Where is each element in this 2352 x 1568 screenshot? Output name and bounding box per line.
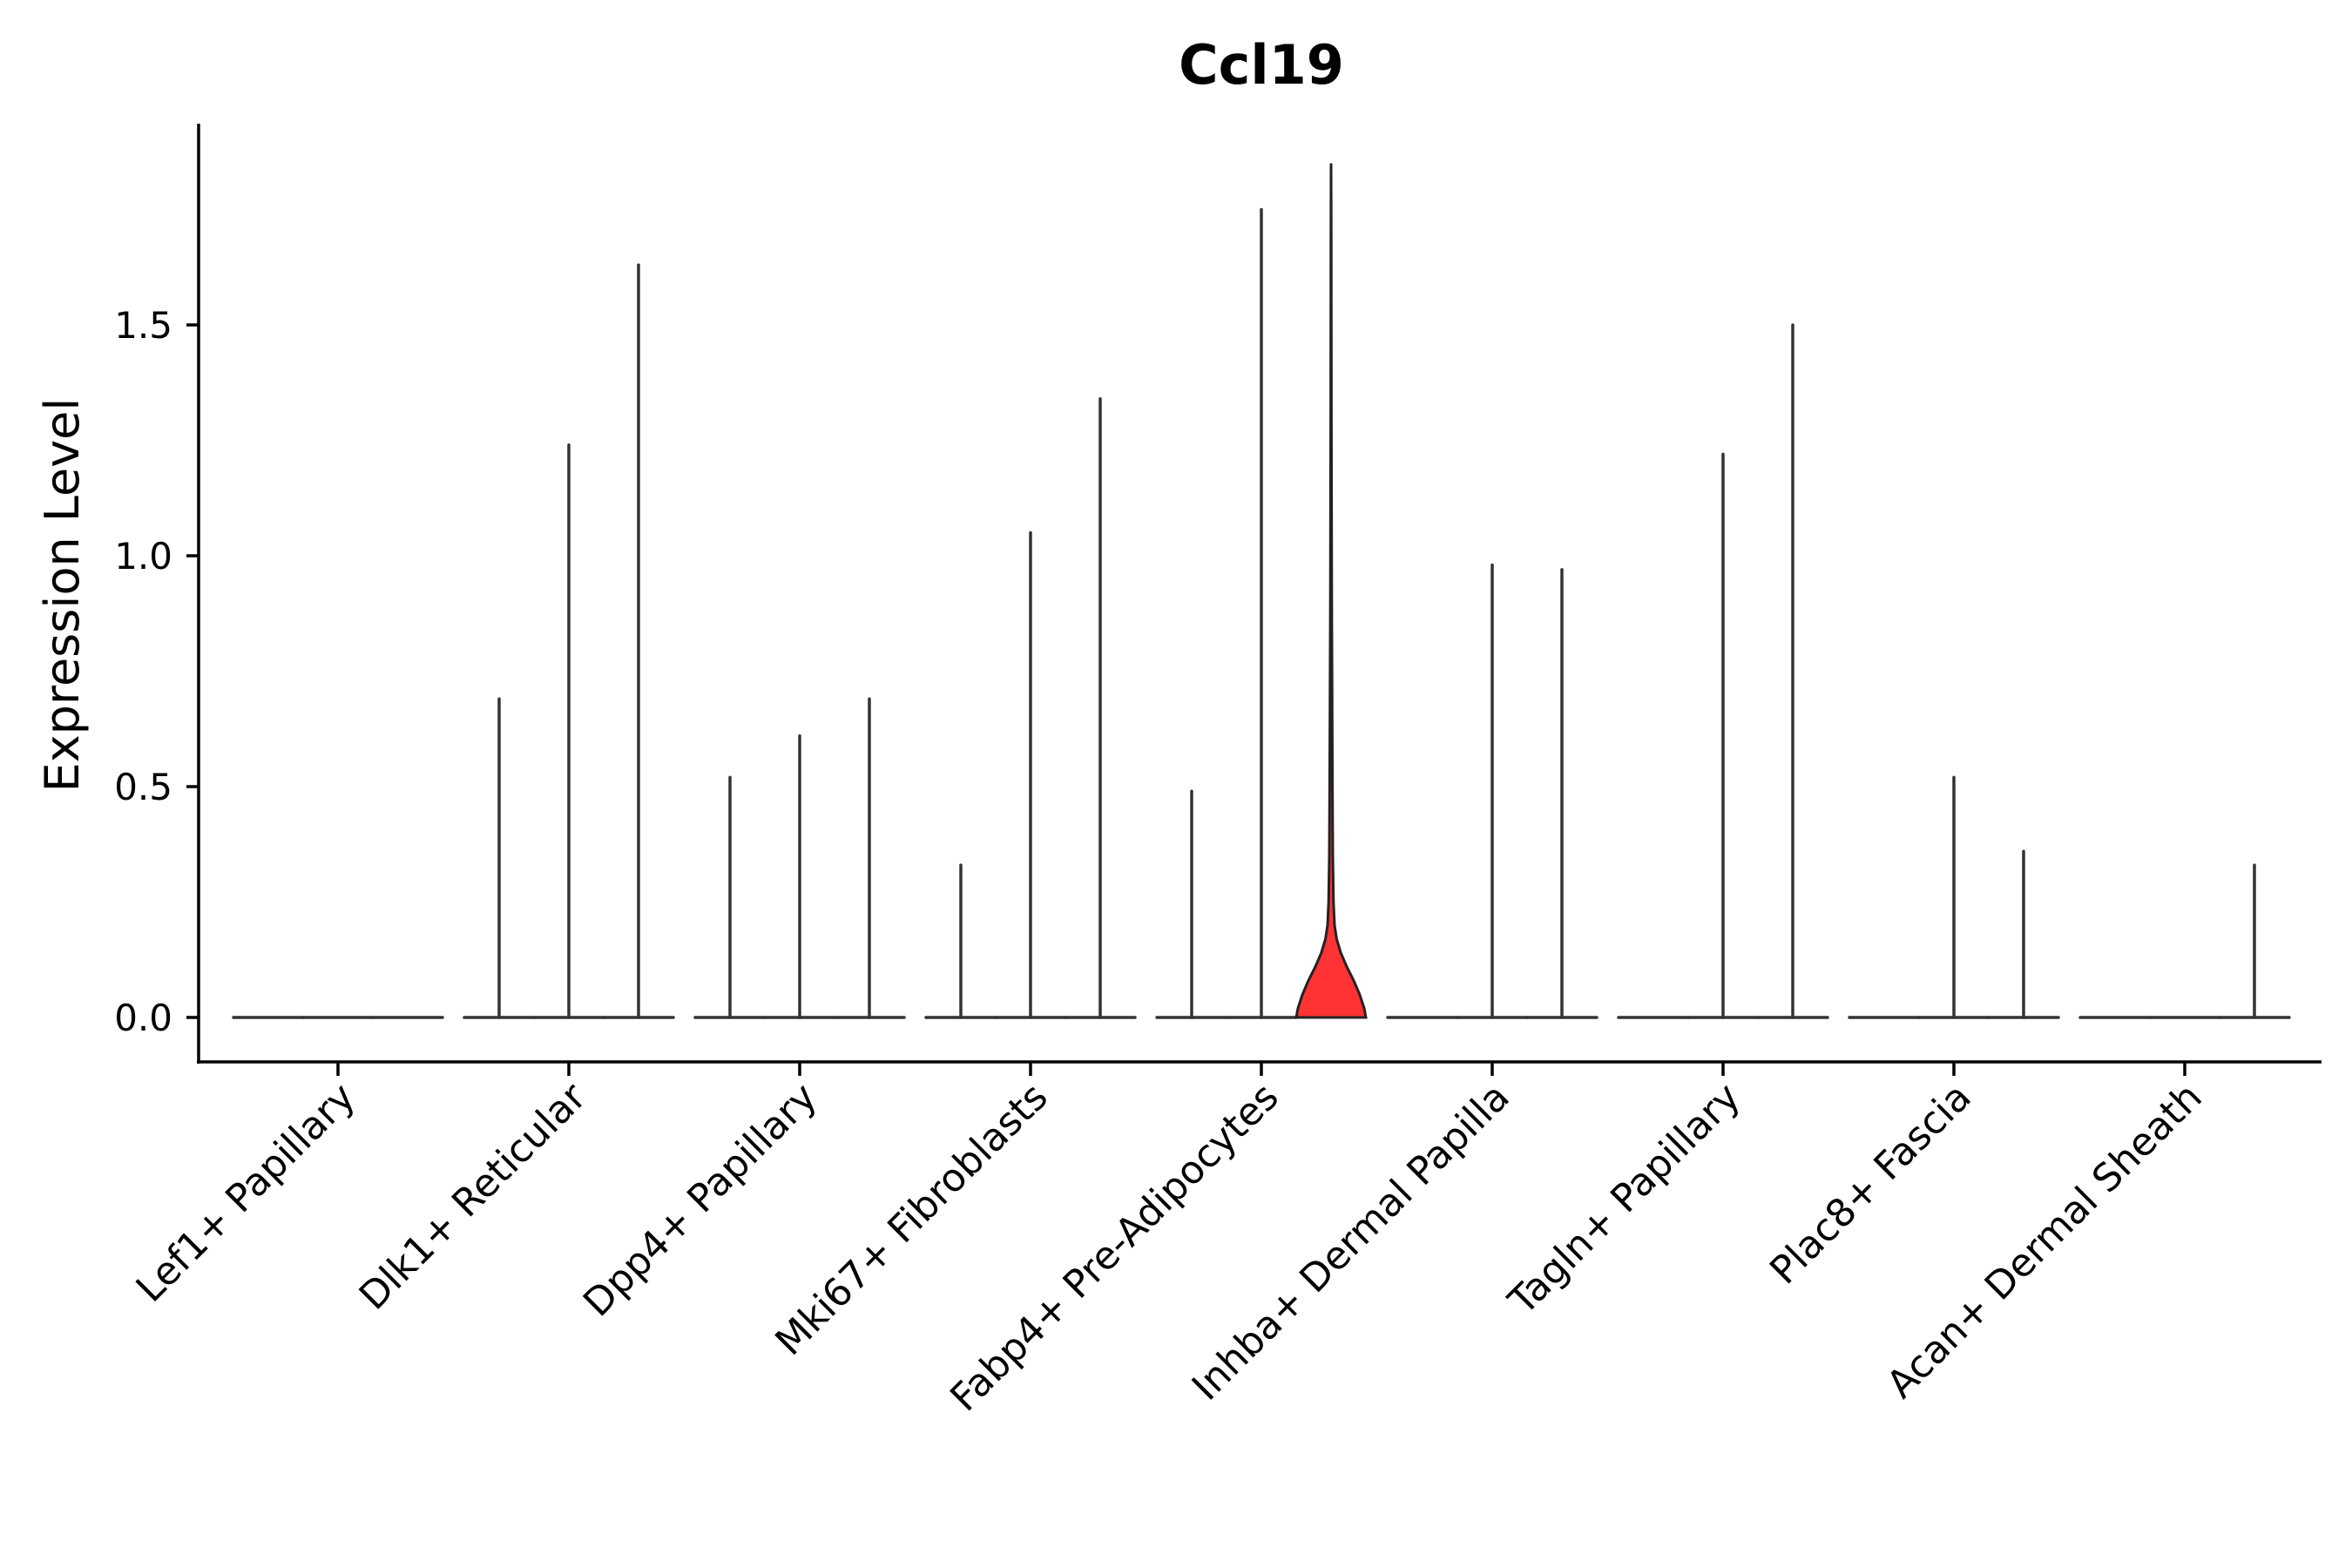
y-ticks: 0.0 0.5 1.0 1.5 — [114, 304, 199, 1039]
violin — [1456, 563, 1529, 1019]
violin — [833, 697, 906, 1019]
chart-title: Ccl19 — [1179, 33, 1344, 97]
x-tick-label: Tagln+ Papillary — [1500, 1075, 1749, 1324]
violin-body — [1294, 163, 1368, 1019]
y-tick-label: 0.5 — [114, 766, 172, 808]
y-tick-label: 1.0 — [114, 535, 172, 578]
x-tick-label: Dpp4+ Papillary — [575, 1075, 826, 1326]
violin — [924, 863, 997, 1019]
violin — [1756, 323, 1829, 1019]
x-tick-label: Dlk1+ Reticular — [351, 1074, 596, 1319]
violin — [1686, 452, 1760, 1019]
violin — [1525, 568, 1598, 1019]
x-tick-label: Lef1+ Papillary — [128, 1075, 364, 1311]
violins — [232, 163, 2291, 1019]
y-tick-label: 0.0 — [114, 997, 172, 1039]
y-axis-label: Expression Level — [35, 398, 90, 793]
violin — [994, 531, 1067, 1019]
violin — [463, 697, 536, 1019]
violin — [532, 443, 605, 1019]
violin — [693, 775, 767, 1019]
y-tick-label: 1.5 — [114, 304, 172, 347]
violin — [1225, 207, 1298, 1019]
violin — [1294, 163, 1368, 1019]
violin — [1155, 789, 1228, 1019]
violin — [1917, 775, 1990, 1019]
violin — [2218, 863, 2291, 1019]
x-tick-label: Plac8+ Fascia — [1761, 1075, 1980, 1294]
violin — [602, 263, 675, 1019]
violin — [1064, 397, 1137, 1019]
violin — [1987, 849, 2060, 1019]
violin — [763, 733, 836, 1019]
